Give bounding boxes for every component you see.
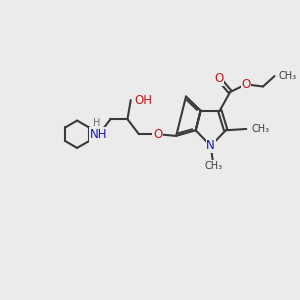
Text: H: H — [93, 118, 100, 128]
Text: O: O — [242, 78, 251, 91]
Text: NH: NH — [90, 128, 108, 141]
Text: CH₃: CH₃ — [252, 124, 270, 134]
Text: O: O — [153, 128, 162, 141]
Text: OH: OH — [134, 94, 152, 106]
Text: CH₃: CH₃ — [204, 161, 223, 171]
Text: O: O — [214, 72, 223, 85]
Text: CH₃: CH₃ — [279, 71, 297, 81]
Text: N: N — [206, 140, 215, 152]
